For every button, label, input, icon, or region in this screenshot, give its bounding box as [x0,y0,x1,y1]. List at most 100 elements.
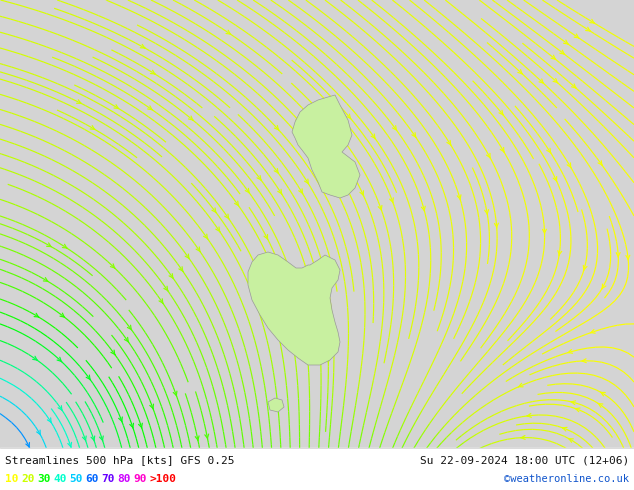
FancyArrowPatch shape [205,434,209,439]
FancyArrowPatch shape [34,313,39,317]
Text: Streamlines 500 hPa [kts] GFS 0.25: Streamlines 500 hPa [kts] GFS 0.25 [5,455,235,465]
FancyArrowPatch shape [140,45,145,48]
FancyArrowPatch shape [111,350,115,355]
FancyArrowPatch shape [503,469,508,473]
FancyArrowPatch shape [100,436,103,441]
FancyArrowPatch shape [26,442,29,447]
FancyArrowPatch shape [412,133,416,138]
FancyArrowPatch shape [583,266,587,270]
FancyArrowPatch shape [562,427,567,431]
FancyArrowPatch shape [91,436,94,441]
FancyArrowPatch shape [558,251,562,256]
Text: 50: 50 [69,474,82,484]
FancyArrowPatch shape [569,439,573,442]
Polygon shape [248,252,340,365]
FancyArrowPatch shape [196,247,200,252]
FancyArrowPatch shape [590,19,595,23]
FancyArrowPatch shape [130,423,134,428]
FancyArrowPatch shape [332,185,335,190]
FancyArrowPatch shape [602,284,606,289]
FancyArrowPatch shape [86,375,91,380]
FancyArrowPatch shape [114,105,119,109]
FancyArrowPatch shape [235,201,239,206]
FancyArrowPatch shape [139,423,142,428]
FancyArrowPatch shape [519,383,523,387]
FancyArrowPatch shape [484,210,489,215]
FancyArrowPatch shape [224,214,229,219]
Text: 80: 80 [117,474,131,484]
FancyArrowPatch shape [499,110,503,115]
FancyArrowPatch shape [57,357,61,362]
FancyArrowPatch shape [616,252,620,257]
FancyArrowPatch shape [48,418,51,423]
FancyArrowPatch shape [378,205,382,211]
FancyArrowPatch shape [547,148,551,153]
FancyArrowPatch shape [564,40,568,44]
FancyArrowPatch shape [390,198,393,203]
Polygon shape [292,95,360,198]
FancyArrowPatch shape [521,436,525,440]
FancyArrowPatch shape [274,169,278,173]
FancyArrowPatch shape [553,78,558,83]
FancyArrowPatch shape [195,436,199,441]
FancyArrowPatch shape [58,406,62,411]
FancyArrowPatch shape [571,84,576,88]
FancyArrowPatch shape [600,392,605,396]
FancyArrowPatch shape [110,264,115,269]
FancyArrowPatch shape [257,175,261,180]
FancyArrowPatch shape [560,50,565,54]
FancyArrowPatch shape [582,359,586,363]
FancyArrowPatch shape [553,176,557,182]
Text: 70: 70 [101,474,115,484]
FancyArrowPatch shape [567,163,571,168]
FancyArrowPatch shape [173,391,177,396]
FancyArrowPatch shape [495,223,498,228]
FancyArrowPatch shape [517,449,521,453]
FancyArrowPatch shape [148,106,152,110]
FancyArrowPatch shape [591,329,595,333]
FancyArrowPatch shape [278,189,282,194]
FancyArrowPatch shape [304,179,309,184]
FancyArrowPatch shape [422,206,425,211]
FancyArrowPatch shape [626,255,630,260]
Text: 60: 60 [85,474,98,484]
FancyArrowPatch shape [598,161,602,166]
FancyArrowPatch shape [486,153,491,158]
FancyArrowPatch shape [295,118,300,122]
FancyArrowPatch shape [551,55,556,59]
FancyArrowPatch shape [188,116,193,121]
FancyArrowPatch shape [119,417,122,422]
FancyArrowPatch shape [127,325,132,330]
FancyArrowPatch shape [371,134,375,139]
FancyArrowPatch shape [60,313,65,318]
FancyArrowPatch shape [392,125,397,130]
Text: 90: 90 [133,474,146,484]
FancyArrowPatch shape [82,436,86,441]
FancyArrowPatch shape [212,208,216,213]
FancyArrowPatch shape [598,403,603,407]
Polygon shape [268,398,284,412]
FancyArrowPatch shape [299,189,302,194]
Text: >100: >100 [149,474,176,484]
FancyArrowPatch shape [574,34,579,38]
FancyArrowPatch shape [575,408,580,412]
FancyArrowPatch shape [43,278,48,282]
FancyArrowPatch shape [586,27,590,31]
FancyArrowPatch shape [47,243,51,247]
FancyArrowPatch shape [216,227,220,232]
FancyArrowPatch shape [37,430,41,435]
Text: 10: 10 [5,474,18,484]
FancyArrowPatch shape [500,147,504,152]
FancyArrowPatch shape [226,30,231,34]
FancyArrowPatch shape [571,401,576,405]
FancyArrowPatch shape [124,337,129,342]
FancyArrowPatch shape [68,442,72,447]
FancyArrowPatch shape [543,229,547,234]
FancyArrowPatch shape [159,299,163,304]
FancyArrowPatch shape [164,286,168,291]
FancyArrowPatch shape [531,465,535,469]
FancyArrowPatch shape [327,358,330,363]
Text: 30: 30 [37,474,51,484]
FancyArrowPatch shape [264,234,268,240]
FancyArrowPatch shape [90,125,95,129]
